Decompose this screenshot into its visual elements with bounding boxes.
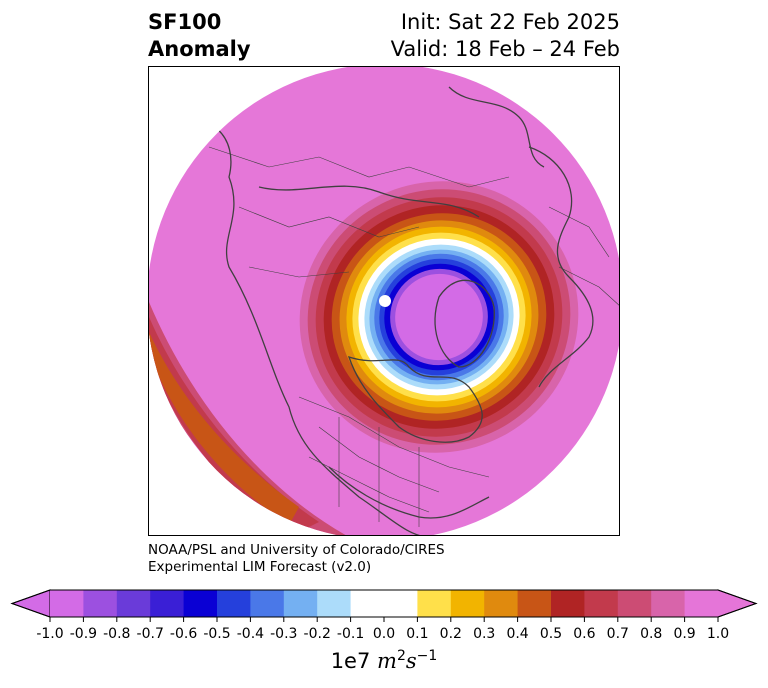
north-pole-marker — [379, 295, 391, 307]
colorbar-extend-high — [717, 589, 758, 618]
colorbar-swatch — [651, 590, 686, 617]
colorbar-swatch — [517, 590, 552, 617]
colorbar-swatch — [684, 590, 719, 617]
colorbar-tick-label: -0.2 — [304, 626, 331, 642]
init-date: Init: Sat 22 Feb 2025 — [400, 10, 620, 34]
colorbar-tick-label: 0.4 — [506, 626, 528, 642]
title-variable: SF100 — [148, 10, 222, 34]
unit-s-exponent: −1 — [416, 648, 438, 664]
colorbar: -1.0 -0.9 -0.8 -0.7 -0.6 -0.5 -0.4 -0.3 -0.2 -0.1… — [10, 589, 758, 642]
unit-s: s — [405, 649, 417, 673]
colorbar-tick-label: 0.6 — [573, 626, 595, 642]
colorbar-swatch — [350, 590, 385, 617]
colorbar-swatch — [450, 590, 485, 617]
colorbar-swatch — [551, 590, 585, 617]
colorbar-tick-label: -0.1 — [337, 626, 364, 642]
colorbar-tick-label: -0.5 — [203, 626, 230, 642]
map-disc — [149, 67, 619, 535]
colorbar-swatch — [484, 590, 519, 617]
colorbar-tick-label: -0.7 — [137, 626, 164, 642]
colorbar-tick-label: 0.2 — [440, 626, 462, 642]
colorbar-swatch — [617, 590, 652, 617]
colorbar-extend-low — [10, 589, 51, 618]
colorbar-swatch — [417, 590, 452, 617]
colorbar-swatch — [283, 590, 318, 617]
pacific-anomaly-inner — [149, 332, 299, 525]
colorbar-swatch — [150, 590, 185, 617]
colorbar-tick-label: -0.4 — [237, 626, 264, 642]
credit-line-2: Experimental LIM Forecast (v2.0) — [148, 559, 372, 575]
colorbar-tick-label: 0.5 — [540, 626, 562, 642]
colorbar-tick-label: 0.0 — [373, 626, 395, 642]
colorbar-tick-label: -0.8 — [103, 626, 130, 642]
colorbar-unit-label: 1e7 m2s−1 — [0, 648, 768, 673]
colorbar-swatch — [584, 590, 619, 617]
colorbar-tick-label: 0.3 — [473, 626, 495, 642]
colorbar-tick-label: -1.0 — [36, 626, 63, 642]
colorbar-tick-label: -0.9 — [70, 626, 97, 642]
colorbar-swatch — [250, 590, 285, 617]
colorbar-swatch — [50, 590, 84, 617]
unit-m-exponent: 2 — [396, 648, 406, 664]
unit-prefix: 1e7 — [330, 649, 371, 673]
political-borders — [208, 146, 619, 527]
title-field: Anomaly — [148, 37, 251, 61]
forecast-dates: Init: Sat 22 Feb 2025 Valid: 18 Feb – 24… — [391, 9, 620, 63]
colorbar-swatch — [217, 590, 251, 617]
colorbar-swatch — [183, 590, 218, 617]
colorbar-swatch — [83, 590, 118, 617]
unit-m: m — [377, 649, 397, 673]
anomaly-map — [149, 67, 619, 535]
colorbar-tick-label: 0.1 — [406, 626, 428, 642]
colorbar-swatch — [317, 590, 352, 617]
map-panel — [148, 66, 620, 536]
colorbar-tick-label: 0.8 — [640, 626, 662, 642]
valid-dates: Valid: 18 Feb – 24 Feb — [390, 37, 620, 61]
credit-text: NOAA/PSL and University of Colorado/CIRE… — [148, 542, 445, 576]
colorbar-tick-label: 0.9 — [673, 626, 695, 642]
chart-title: SF100 Anomaly — [148, 9, 251, 63]
colorbar-swatch — [384, 590, 418, 617]
colorbar-tick-label: -0.6 — [170, 626, 197, 642]
colorbar-swatch — [116, 590, 151, 617]
colorbar-tick-label: 1.0 — [707, 626, 729, 642]
colorbar-tick-label: 0.7 — [607, 626, 629, 642]
polar-vortex — [299, 181, 579, 453]
colorbar-tick-label: -0.3 — [270, 626, 297, 642]
credit-line-1: NOAA/PSL and University of Colorado/CIRE… — [148, 542, 445, 558]
pacific-anomaly-mid — [149, 317, 319, 535]
